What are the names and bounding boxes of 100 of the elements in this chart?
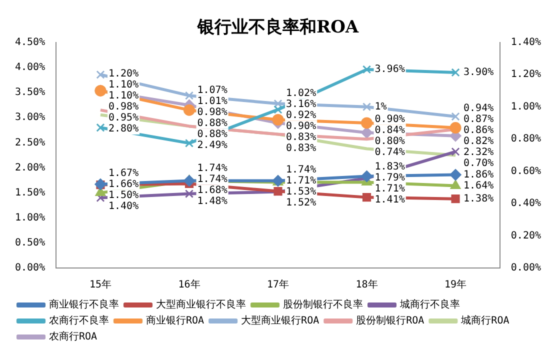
y-tick-label: 2.50% — [14, 137, 46, 148]
x-tick-label: 16年 — [178, 278, 200, 291]
y2-tick-label: 0.60% — [510, 166, 542, 177]
data-label: 0.82% — [464, 136, 494, 148]
data-label: 1.01% — [197, 96, 228, 107]
legend-label: 商业银行不良率 — [49, 298, 119, 311]
y-tick-label: 3.00% — [14, 112, 46, 124]
x-tick-label: 18年 — [356, 278, 378, 291]
y-tick-label: 1.00% — [14, 212, 46, 224]
data-label: 1.71% — [374, 184, 405, 195]
point — [272, 114, 284, 126]
data-label: 0.83% — [286, 132, 316, 143]
data-label: 1.64% — [464, 180, 494, 192]
data-label: 2.49% — [197, 140, 228, 151]
data-label: 0.83% — [286, 142, 316, 154]
point — [361, 170, 373, 182]
point — [362, 65, 372, 74]
point — [450, 169, 462, 180]
x-tick-label: 15年 — [89, 278, 112, 291]
legend-label: 农商行ROA — [49, 330, 98, 343]
data-label: 0.90% — [286, 120, 316, 132]
data-label: 0.88% — [197, 118, 228, 129]
data-label: 0.84% — [374, 124, 405, 136]
data-label: 1.48% — [197, 196, 228, 207]
y-tick-label: 2.00% — [14, 162, 46, 174]
y2-tick-label: 0.40% — [510, 198, 542, 210]
y-tick-label: 0.50% — [14, 238, 46, 249]
point — [361, 117, 373, 129]
data-label: 1.74% — [286, 164, 316, 176]
data-label: 0.95% — [108, 112, 139, 124]
y2-tick-label: 0.80% — [510, 134, 542, 145]
y-tick-label: 0.00% — [14, 262, 46, 274]
data-label: 1% — [374, 101, 387, 112]
data-label: 1.20% — [108, 68, 139, 80]
data-label: 1.53% — [286, 186, 316, 198]
data-label: 0.86% — [464, 125, 494, 136]
data-label: 0.88% — [197, 128, 228, 140]
point — [451, 194, 460, 204]
legend-label: 股份制银行ROA — [356, 314, 424, 327]
point — [96, 123, 105, 132]
data-label: 1.71% — [286, 176, 316, 187]
data-label: 0.98% — [108, 102, 139, 113]
data-label: 0.90% — [374, 114, 405, 125]
point — [184, 91, 194, 100]
data-label: 0.98% — [197, 106, 228, 118]
y-tick-label: 3.50% — [14, 87, 46, 98]
chart-title: 银行业不良率和ROA — [196, 18, 360, 38]
data-label: 1.74% — [197, 162, 228, 174]
y2-tick-label: 0.00% — [510, 262, 542, 274]
data-label: 1.10% — [108, 80, 139, 91]
point — [450, 180, 461, 190]
data-label: 1.86% — [464, 169, 494, 180]
data-label: 3.96% — [374, 64, 405, 76]
legend-label: 股份制银行不良率 — [283, 298, 363, 311]
data-label: 1.52% — [286, 198, 316, 209]
y2-tick-label: 1.20% — [510, 69, 542, 80]
data-label: 2.80% — [108, 124, 139, 135]
legend-label: 城商行不良率 — [399, 298, 460, 311]
point — [274, 105, 282, 114]
legend-label: 农商行不良率 — [49, 314, 109, 327]
data-label: 1.79% — [374, 172, 405, 184]
y2-tick-label: 1.00% — [510, 101, 542, 112]
point — [451, 112, 460, 121]
data-label: 1.67% — [108, 168, 139, 180]
point — [362, 102, 372, 112]
y2-tick-label: 0.20% — [510, 230, 542, 242]
legend-label: 城商行ROA — [460, 314, 510, 327]
data-label: 1.83% — [374, 162, 405, 173]
data-label: 1.40% — [108, 201, 139, 212]
y-tick-label: 4.50% — [14, 36, 46, 48]
data-label: 1.02% — [286, 88, 316, 99]
y-tick-label: 1.50% — [14, 187, 46, 198]
legend-label: 大型商业银行ROA — [241, 314, 320, 327]
point — [451, 68, 460, 77]
point — [183, 104, 195, 116]
x-tick-label: 17年 — [266, 278, 290, 291]
data-label: 1.10% — [108, 90, 139, 102]
point — [183, 175, 195, 187]
point — [184, 138, 194, 148]
data-label: 0.70% — [464, 158, 494, 170]
data-label: 1.50% — [108, 190, 139, 202]
data-label: 2.32% — [464, 147, 494, 158]
data-label: 1.07% — [197, 84, 228, 96]
legend-label: 商业银行ROA — [146, 314, 204, 327]
point — [362, 193, 372, 202]
data-label: 0.87% — [464, 114, 494, 126]
point — [451, 147, 460, 156]
data-label: 1.74% — [197, 174, 228, 185]
point — [184, 190, 194, 198]
point — [274, 99, 282, 108]
point — [450, 122, 462, 134]
data-label: 3.16% — [286, 98, 316, 110]
data-label: 3.90% — [464, 67, 494, 78]
x-tick-label: 19年 — [444, 278, 467, 291]
y-tick-label: 4.00% — [14, 62, 46, 74]
data-label: 1.38% — [464, 193, 494, 204]
data-label: 1.68% — [197, 184, 228, 196]
data-label: 0.94% — [464, 103, 494, 114]
data-label: 0.80% — [374, 136, 405, 147]
data-label: 1.41% — [374, 194, 405, 206]
